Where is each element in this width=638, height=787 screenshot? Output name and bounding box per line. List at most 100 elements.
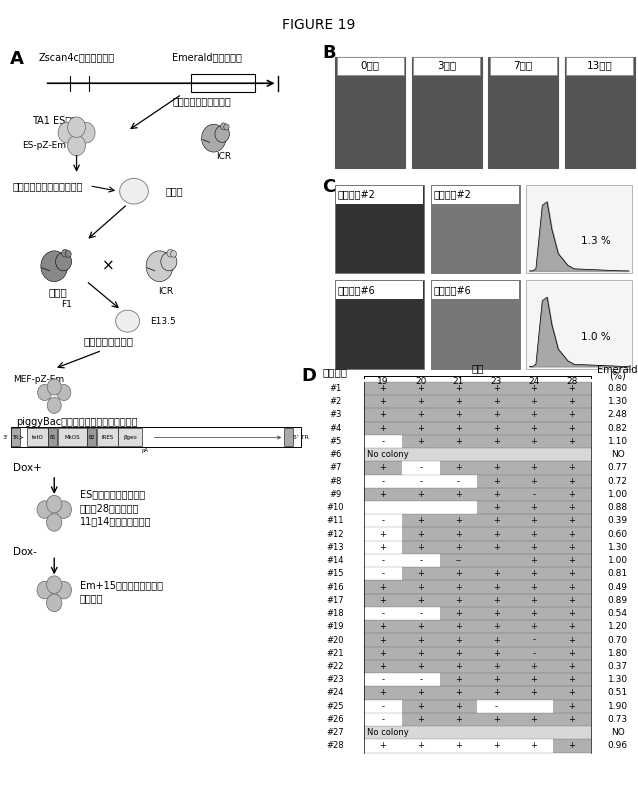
Text: +: + <box>568 715 575 724</box>
Bar <box>364 660 591 673</box>
Text: 3日目: 3日目 <box>437 61 456 71</box>
Bar <box>364 700 402 713</box>
Bar <box>565 57 635 168</box>
Bar <box>364 461 591 475</box>
Text: #20: #20 <box>327 636 344 645</box>
Text: #22: #22 <box>327 662 344 671</box>
Text: +: + <box>568 662 575 671</box>
Text: +: + <box>417 623 424 631</box>
Text: クローン#2: クローン#2 <box>433 190 471 200</box>
Text: 0.49: 0.49 <box>608 582 628 592</box>
Bar <box>364 567 402 581</box>
Bar <box>364 422 591 434</box>
Text: #12: #12 <box>327 530 344 538</box>
Bar <box>27 428 48 446</box>
Text: +: + <box>531 623 537 631</box>
Text: +: + <box>493 689 500 697</box>
Text: +: + <box>568 464 575 472</box>
Text: #25: #25 <box>327 702 344 711</box>
Text: +: + <box>417 397 424 406</box>
Text: +: + <box>531 741 537 751</box>
Circle shape <box>146 251 173 282</box>
Circle shape <box>47 514 62 531</box>
Circle shape <box>68 117 85 138</box>
Circle shape <box>56 253 71 271</box>
Bar <box>412 57 482 168</box>
Text: +: + <box>568 596 575 605</box>
Bar <box>87 428 96 446</box>
Text: +: + <box>380 543 387 552</box>
Text: FIGURE 19: FIGURE 19 <box>282 18 356 32</box>
Text: +: + <box>568 397 575 406</box>
Text: Em+15日目から出罎した
クローン: Em+15日目から出罎した クローン <box>80 580 163 604</box>
Text: +: + <box>455 530 462 538</box>
Bar <box>431 186 519 204</box>
Circle shape <box>215 126 230 142</box>
Text: MEF-pZ-Em: MEF-pZ-Em <box>13 375 64 384</box>
Text: #26: #26 <box>327 715 344 724</box>
Text: 0.89: 0.89 <box>607 596 628 605</box>
Text: piggyBacによるトランスフェクション: piggyBacによるトランスフェクション <box>16 417 137 427</box>
Text: 5' TR: 5' TR <box>292 435 308 440</box>
Text: +: + <box>455 464 462 472</box>
Text: NO: NO <box>611 450 625 459</box>
Text: #9: #9 <box>329 490 341 499</box>
Circle shape <box>47 594 62 611</box>
Text: +: + <box>380 582 387 592</box>
Text: +: + <box>417 543 424 552</box>
Text: #27: #27 <box>327 728 344 737</box>
Text: +: + <box>493 636 500 645</box>
Text: トランスフェクション: トランスフェクション <box>172 97 231 106</box>
Text: #24: #24 <box>327 689 344 697</box>
Bar <box>364 607 440 620</box>
Bar <box>364 395 591 408</box>
Text: +: + <box>493 741 500 751</box>
Bar <box>364 700 591 713</box>
Text: 0.88: 0.88 <box>607 503 628 512</box>
Text: 0.54: 0.54 <box>608 609 628 618</box>
Text: #13: #13 <box>327 543 344 552</box>
Circle shape <box>68 135 85 156</box>
Text: -: - <box>382 477 385 486</box>
Text: B2: B2 <box>89 435 95 440</box>
Text: +: + <box>531 582 537 592</box>
Text: 19: 19 <box>377 377 389 386</box>
Bar <box>335 184 424 273</box>
Ellipse shape <box>115 310 140 332</box>
Bar <box>364 382 591 395</box>
Bar <box>337 57 404 75</box>
Text: -: - <box>382 675 385 684</box>
Text: +: + <box>568 503 575 512</box>
Bar <box>364 739 591 752</box>
Text: +: + <box>568 569 575 578</box>
Text: マイクロインジェクション: マイクロインジェクション <box>13 181 84 190</box>
Circle shape <box>38 384 52 401</box>
Text: +: + <box>380 384 387 393</box>
Bar <box>364 434 591 448</box>
Text: 1.0 %: 1.0 % <box>581 332 610 342</box>
Bar <box>364 673 591 686</box>
Circle shape <box>47 397 61 413</box>
Bar <box>364 434 402 448</box>
Bar <box>11 428 20 446</box>
Bar <box>364 554 440 567</box>
Text: -: - <box>533 648 535 658</box>
Bar <box>364 581 591 593</box>
Bar <box>364 448 591 461</box>
Text: 0.73: 0.73 <box>607 715 628 724</box>
Text: +: + <box>531 596 537 605</box>
Circle shape <box>77 123 95 143</box>
Text: ICR: ICR <box>158 287 174 297</box>
Text: --: -- <box>456 556 461 565</box>
Text: +: + <box>531 715 537 724</box>
Text: +: + <box>531 689 537 697</box>
Text: +: + <box>455 437 462 446</box>
Text: 0日目: 0日目 <box>360 61 380 71</box>
Text: +: + <box>493 490 500 499</box>
Bar <box>11 427 302 447</box>
Text: +: + <box>493 675 500 684</box>
Text: +: + <box>417 596 424 605</box>
Text: +: + <box>568 675 575 684</box>
Text: +: + <box>417 530 424 538</box>
Text: βgeo: βgeo <box>123 435 137 440</box>
